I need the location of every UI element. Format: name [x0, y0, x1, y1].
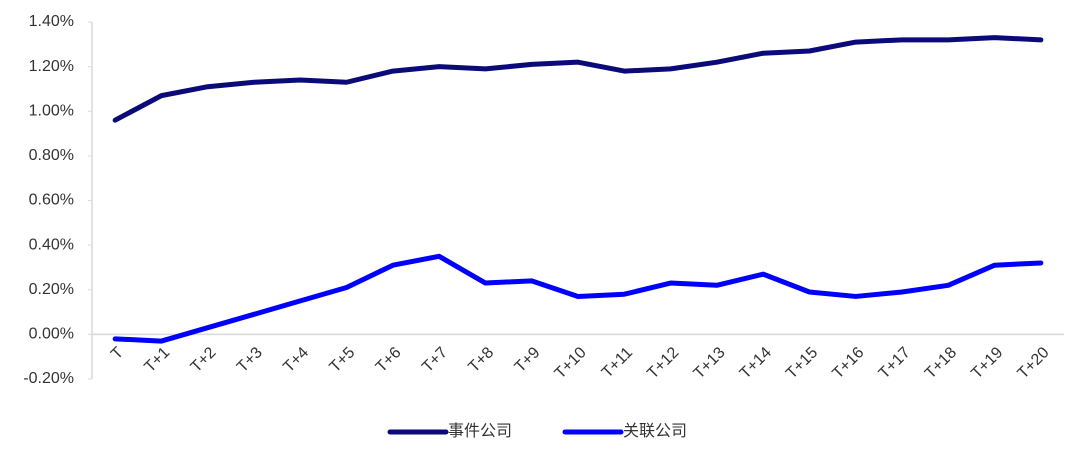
x-tick-label: T+18 [922, 344, 960, 382]
x-tick-label: T+16 [829, 344, 867, 382]
series-line [112, 35, 1044, 123]
x-tick-label: T+14 [737, 344, 775, 382]
x-tick-label: T+3 [234, 344, 266, 376]
x-tick-label: T+2 [188, 344, 220, 376]
x-tick-label: T+15 [783, 344, 821, 382]
y-tick-label: 0.60% [29, 192, 74, 209]
x-tick-label: T+19 [968, 344, 1006, 382]
x-tick-label: T+6 [373, 344, 405, 376]
y-tick-label: 1.00% [29, 102, 74, 119]
y-tick-label: 1.20% [29, 58, 74, 75]
x-tick-label: T+10 [552, 344, 590, 382]
x-tick-label: T [108, 344, 127, 363]
x-tick-label: T+8 [465, 344, 497, 376]
series-line [112, 253, 1044, 344]
x-tick-label: T+13 [691, 344, 729, 382]
legend-label: 事件公司 [448, 422, 512, 440]
y-tick-label: 1.40% [29, 13, 74, 30]
y-tick-label: 0.80% [29, 147, 74, 164]
x-tick-label: T+12 [644, 344, 682, 382]
x-tick-label: T+4 [280, 344, 312, 376]
y-tick-label: 0.40% [29, 236, 74, 253]
x-tick-label: T+9 [512, 344, 544, 376]
x-tick-label: T+1 [141, 344, 173, 376]
y-tick-label: 0.20% [29, 281, 74, 298]
legend-label: 关联公司 [623, 422, 687, 440]
x-tick-label: T+17 [876, 344, 914, 382]
y-tick-label: 0.00% [29, 326, 74, 343]
x-tick-label: T+11 [599, 344, 636, 381]
x-tick-label: T+5 [327, 344, 359, 376]
y-tick-label: -0.20% [23, 370, 74, 387]
x-tick-label: T+20 [1015, 344, 1053, 382]
x-tick-label: T+7 [419, 344, 451, 376]
